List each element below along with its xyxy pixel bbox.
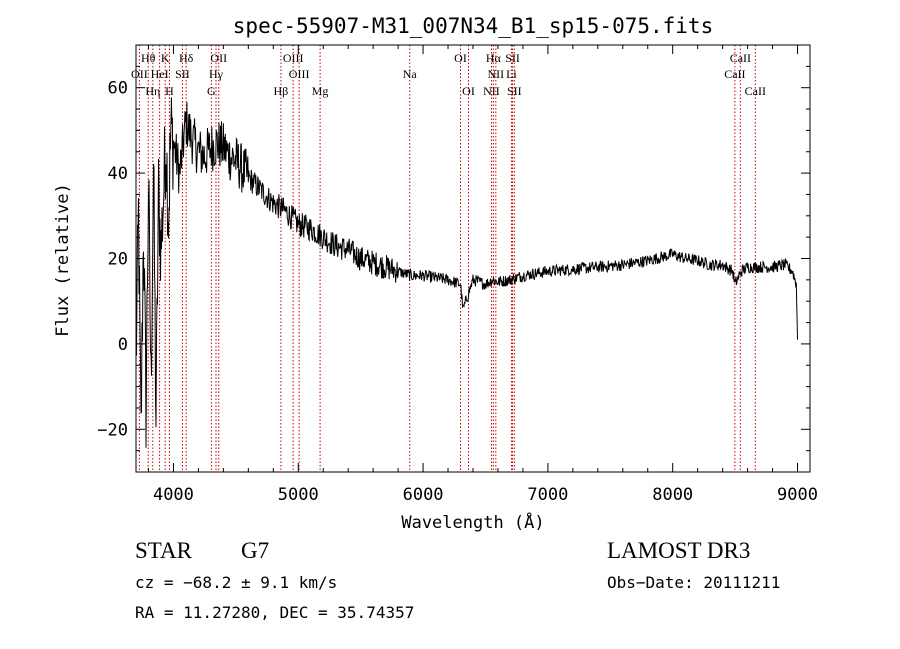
- y-tick-label: −20: [97, 420, 128, 440]
- line-marker-label: H: [165, 84, 174, 98]
- survey-name: LAMOST DR3: [607, 538, 751, 563]
- line-marker-label: NII: [488, 67, 505, 81]
- x-axis-label: Wavelength (Å): [401, 511, 544, 533]
- spectrum-layer: [135, 97, 798, 448]
- object-subclass: G7: [241, 538, 270, 563]
- y-axis-label: Flux (relative): [53, 183, 73, 337]
- line-marker-label: OII: [210, 51, 227, 65]
- x-tick-label: 7000: [527, 485, 568, 505]
- line-marker-label: K: [161, 51, 170, 65]
- x-tick-label: 5000: [278, 485, 319, 505]
- x-tick-label: 8000: [652, 485, 693, 505]
- line-marker-label: OI: [454, 51, 467, 65]
- line-marker-label: Na: [403, 67, 418, 81]
- line-marker-label: Hβ: [274, 84, 289, 98]
- line-marker-label: OIII: [283, 51, 304, 65]
- line-marker-label: Hθ: [141, 51, 156, 65]
- line-marker-label: Hα: [486, 51, 502, 65]
- y-tick-label: 20: [108, 250, 128, 270]
- plot-frame: [135, 44, 811, 473]
- x-axis: 4000 5000 6000 7000 8000 9000: [147, 45, 818, 505]
- coordinates: RA = 11.27280, DEC = 35.74357: [135, 603, 415, 622]
- obs-date: Obs−Date: 20111211: [607, 573, 781, 592]
- line-marker-label: OIII: [289, 67, 310, 81]
- chart-title: spec-55907-M31_007N34_B1_sp15-075.fits: [233, 14, 713, 38]
- spectrum-line: [135, 97, 798, 448]
- redshift-cz: cz = −68.2 ± 9.1 km/s: [135, 573, 338, 592]
- line-marker-label: Mg: [312, 84, 329, 98]
- line-marker-label: NII: [483, 84, 500, 98]
- y-axis: −20 0 20 40 60: [97, 65, 810, 452]
- line-marker-label: Hη: [145, 84, 160, 98]
- line-marker-label: Li: [506, 67, 517, 81]
- x-tick-label: 4000: [153, 485, 194, 505]
- x-tick-label: 6000: [403, 485, 444, 505]
- y-tick-label: 60: [108, 79, 128, 99]
- line-marker-label: CaII: [745, 84, 766, 98]
- line-marker-label: SII: [505, 51, 520, 65]
- line-marker-label: SII: [175, 67, 190, 81]
- line-marker-label: OI: [462, 84, 475, 98]
- line-marker-label: OII: [131, 67, 148, 81]
- object-class: STAR: [135, 538, 192, 563]
- line-marker-label: HeI: [151, 67, 169, 81]
- line-marker-label: CaII: [730, 51, 751, 65]
- line-marker-label: CaII: [724, 67, 745, 81]
- line-marker-label: SII: [507, 84, 522, 98]
- line-marker-label: Hγ: [209, 67, 224, 81]
- x-tick-label: 9000: [777, 485, 818, 505]
- line-marker-label: Hδ: [179, 51, 194, 65]
- y-tick-label: 0: [118, 335, 128, 355]
- line-marker-label: G: [207, 84, 216, 98]
- y-tick-label: 40: [108, 164, 128, 184]
